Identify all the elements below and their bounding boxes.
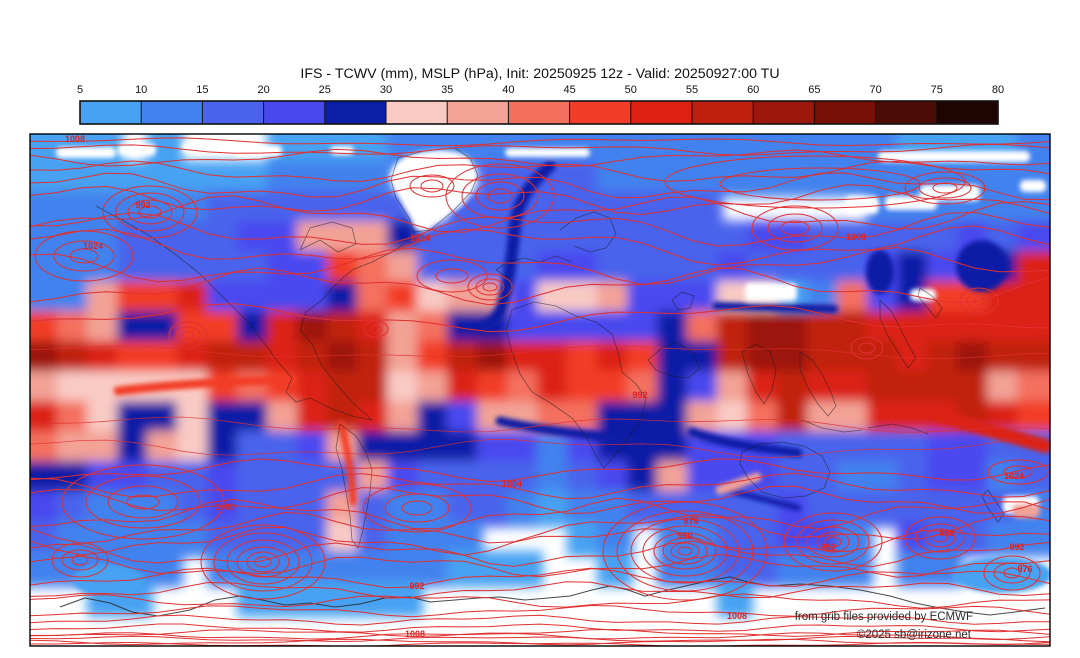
svg-text:70: 70 [869, 84, 881, 96]
svg-text:25: 25 [319, 84, 331, 96]
svg-text:IFS - TCWV (mm), MSLP (hPa), I: IFS - TCWV (mm), MSLP (hPa), Init: 20250… [300, 66, 779, 82]
svg-text:976: 976 [683, 516, 698, 526]
svg-text:60: 60 [747, 84, 759, 96]
svg-text:1008: 1008 [727, 611, 747, 621]
svg-text:1024: 1024 [83, 241, 103, 251]
svg-text:15: 15 [196, 84, 208, 96]
svg-text:992: 992 [632, 390, 647, 400]
svg-text:992: 992 [1009, 542, 1024, 552]
svg-text:960: 960 [677, 531, 692, 541]
svg-text:5: 5 [77, 84, 83, 96]
svg-text:40: 40 [502, 84, 514, 96]
svg-text:976: 976 [1017, 564, 1032, 574]
svg-text:75: 75 [931, 84, 943, 96]
svg-text:from grib files provided by EC: from grib files provided by ECMWF [795, 611, 973, 623]
svg-text:20: 20 [257, 84, 269, 96]
svg-text:1004: 1004 [502, 479, 522, 489]
svg-text:45: 45 [563, 84, 575, 96]
svg-text:992: 992 [409, 581, 424, 591]
svg-text:992: 992 [820, 542, 835, 552]
svg-text:80: 80 [992, 84, 1004, 96]
svg-text:50: 50 [625, 84, 637, 96]
svg-text:35: 35 [441, 84, 453, 96]
svg-text:30: 30 [380, 84, 392, 96]
svg-text:1024: 1024 [1004, 471, 1024, 481]
svg-text:10: 10 [135, 84, 147, 96]
svg-text:1008: 1008 [65, 134, 85, 144]
svg-text:1000: 1000 [215, 502, 235, 512]
svg-text:55: 55 [686, 84, 698, 96]
svg-text:©2025 sb@irizone.net: ©2025 sb@irizone.net [857, 629, 972, 641]
svg-text:1008: 1008 [846, 232, 866, 242]
svg-text:988: 988 [939, 528, 954, 538]
svg-text:65: 65 [808, 84, 820, 96]
svg-text:1024: 1024 [410, 233, 430, 243]
svg-text:1008: 1008 [405, 629, 425, 639]
svg-text:992: 992 [135, 200, 150, 210]
